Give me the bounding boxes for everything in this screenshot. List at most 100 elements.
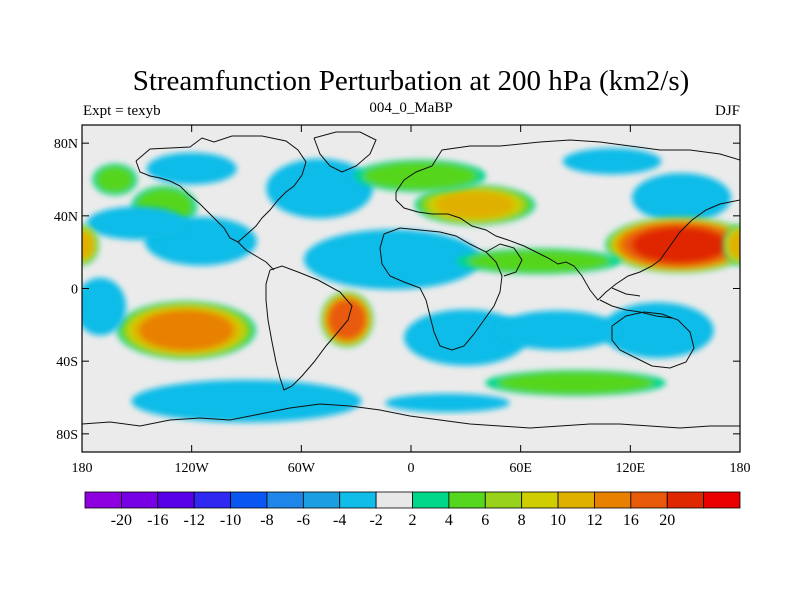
contour-shell bbox=[494, 310, 620, 350]
anomaly-low bbox=[131, 379, 362, 423]
colorbar-box bbox=[84, 491, 122, 509]
colorbar-box bbox=[193, 491, 231, 509]
x-tick-label: 120W bbox=[175, 461, 210, 476]
left-subtitle: Expt = texyb bbox=[83, 103, 161, 119]
anomaly-low bbox=[266, 158, 374, 219]
colorbar: -20 -16 -12 -10 -8 -6 -4 -2 2 4 6 8 10 12 16 20 bbox=[84, 491, 741, 529]
colorbar-box bbox=[120, 491, 159, 509]
colorbar-box bbox=[594, 491, 632, 509]
colorbar-labels: -20 -16 -12 -10 -8 -6 -4 -2 2 4 6 8 10 12 16 20 bbox=[111, 512, 675, 529]
contour-shell bbox=[266, 158, 374, 219]
colorbar-box bbox=[557, 491, 595, 509]
contour-shell bbox=[435, 191, 515, 219]
x-tick-label: 0 bbox=[408, 461, 415, 476]
contour-shell bbox=[601, 302, 714, 359]
coastline-eurasia bbox=[395, 139, 740, 301]
colorbar-box bbox=[339, 491, 377, 509]
contour-shell bbox=[82, 231, 94, 259]
coastline-greenland bbox=[313, 131, 377, 173]
anomaly-low bbox=[86, 206, 187, 240]
y-tick-label: 40N bbox=[54, 210, 78, 225]
anomaly-low bbox=[82, 277, 127, 336]
colorbar-box bbox=[302, 491, 341, 509]
coastline-australia bbox=[611, 311, 695, 369]
contour-shell bbox=[403, 309, 528, 366]
anomaly-high bbox=[320, 291, 374, 348]
anomaly-low bbox=[562, 148, 662, 175]
anomaly-high bbox=[116, 300, 257, 360]
colorbar-box bbox=[484, 491, 523, 509]
x-tick-label: 180 bbox=[72, 461, 93, 476]
colorbar-label: -8 bbox=[260, 512, 273, 529]
anomaly-low bbox=[494, 310, 620, 350]
colorbar-box bbox=[448, 491, 486, 509]
anomaly-low bbox=[601, 302, 714, 359]
colorbar-label: -4 bbox=[333, 512, 346, 529]
anomaly-high bbox=[456, 248, 622, 275]
coastline-central-america bbox=[237, 241, 275, 271]
contour-shell bbox=[728, 231, 740, 259]
contour-shell bbox=[329, 300, 365, 339]
colorbar-label: -10 bbox=[220, 512, 241, 529]
colorbar-label: 10 bbox=[550, 512, 566, 529]
colorbar-label: 16 bbox=[623, 512, 639, 529]
coastline-antarctica bbox=[82, 403, 740, 429]
coastline-africa bbox=[379, 227, 503, 351]
colorbar-boxes bbox=[84, 491, 741, 509]
x-axis-ticks: 180 120W 60W 0 60E 120E 180 bbox=[72, 125, 751, 476]
chart-title: Streamfunction Perturbation at 200 hPa (… bbox=[133, 65, 690, 97]
colorbar-label: -2 bbox=[369, 512, 382, 529]
anomaly-high bbox=[92, 163, 138, 196]
contour-shell bbox=[385, 393, 510, 413]
coastline-arabia bbox=[485, 243, 523, 277]
contour-shell bbox=[146, 152, 237, 185]
anomaly-low bbox=[632, 173, 731, 223]
colorbar-box bbox=[630, 491, 668, 509]
coastlines bbox=[82, 131, 740, 429]
colorbar-label: -16 bbox=[147, 512, 168, 529]
anomaly-high bbox=[414, 184, 536, 226]
right-subtitle: DJF bbox=[715, 103, 740, 119]
contour-fill bbox=[82, 148, 740, 423]
contour-shell bbox=[632, 173, 731, 223]
colorbar-box bbox=[266, 491, 304, 509]
colorbar-label: 8 bbox=[518, 512, 526, 529]
contour-shell bbox=[632, 227, 727, 263]
anomaly-high bbox=[82, 224, 100, 266]
contour-shell bbox=[96, 166, 134, 193]
y-tick-label: 40S bbox=[56, 355, 78, 370]
contour-shell bbox=[82, 277, 127, 336]
y-tick-label: 0 bbox=[71, 283, 78, 298]
contour-shell bbox=[139, 310, 234, 351]
y-tick-label: 80N bbox=[54, 137, 78, 152]
colorbar-label: 6 bbox=[481, 512, 489, 529]
anomaly-low bbox=[403, 309, 528, 366]
contour-shell bbox=[303, 229, 482, 290]
anomaly-low bbox=[146, 152, 237, 185]
anomaly-high bbox=[354, 159, 486, 193]
colorbar-box bbox=[375, 491, 413, 509]
x-tick-label: 60W bbox=[288, 461, 316, 476]
anomaly-low bbox=[303, 229, 482, 290]
colorbar-label: 2 bbox=[409, 512, 417, 529]
colorbar-label: -12 bbox=[184, 512, 205, 529]
contour-shell bbox=[86, 206, 187, 240]
x-tick-label: 60E bbox=[509, 461, 532, 476]
x-tick-label: 120E bbox=[616, 461, 646, 476]
anomaly-high bbox=[605, 216, 740, 274]
anomaly-low bbox=[385, 393, 510, 413]
colorbar-box bbox=[230, 491, 268, 509]
colorbar-box bbox=[666, 491, 705, 509]
y-tick-label: 80S bbox=[56, 428, 78, 443]
contour-shell bbox=[363, 161, 477, 190]
contour-shell bbox=[131, 379, 362, 423]
coastline-maritime-continent bbox=[599, 287, 673, 319]
colorbar-box bbox=[412, 491, 450, 509]
center-subtitle: 004_0_MaBP bbox=[369, 100, 452, 116]
coastline-south-america bbox=[265, 265, 353, 391]
map-panel: 180 120W 60W 0 60E 120E 180 80N 40N 0 40S 80S bbox=[54, 124, 751, 476]
colorbar-box bbox=[703, 491, 741, 509]
colorbar-label: -6 bbox=[297, 512, 310, 529]
x-tick-label: 180 bbox=[730, 461, 751, 476]
